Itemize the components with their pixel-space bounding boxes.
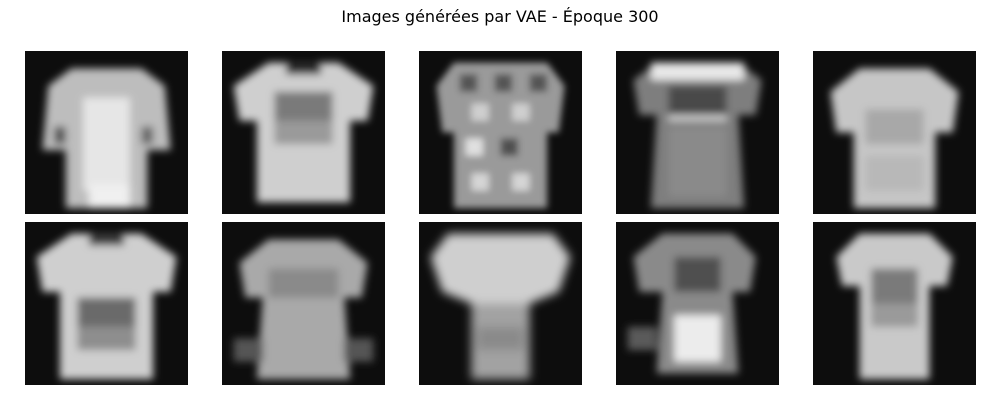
figure-title: Images générées par VAE - Époque 300 <box>341 7 659 26</box>
generated-image-10 <box>813 222 976 385</box>
tshirt-sample-6 <box>25 222 188 385</box>
tshirt-sample-9 <box>616 222 779 385</box>
tshirt-sample-1 <box>25 51 188 214</box>
tshirt-sample-3 <box>419 51 582 214</box>
generated-image-8 <box>419 222 582 385</box>
generated-image-9 <box>616 222 779 385</box>
generated-image-6 <box>25 222 188 385</box>
generated-image-3 <box>419 51 582 214</box>
tshirt-sample-8 <box>419 222 582 385</box>
generated-image-2 <box>222 51 385 214</box>
tshirt-sample-4 <box>616 51 779 214</box>
tshirt-sample-5 <box>813 51 976 214</box>
generated-images-grid <box>25 51 976 385</box>
generated-image-5 <box>813 51 976 214</box>
generated-image-4 <box>616 51 779 214</box>
generated-image-7 <box>222 222 385 385</box>
tshirt-sample-7 <box>222 222 385 385</box>
generated-image-1 <box>25 51 188 214</box>
tshirt-sample-10 <box>813 222 976 385</box>
tshirt-sample-2 <box>222 51 385 214</box>
